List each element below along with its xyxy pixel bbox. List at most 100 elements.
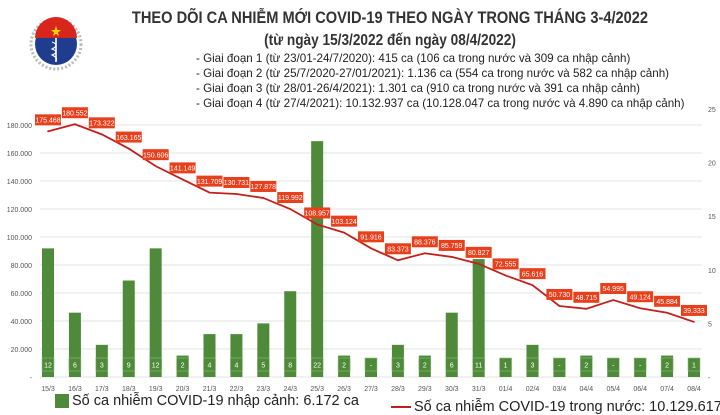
left-tick-label: 120.000 xyxy=(7,207,32,214)
x-tick-label: 03/4 xyxy=(553,386,567,393)
line-label-box xyxy=(492,258,519,270)
line-value-label: 72.555 xyxy=(495,262,517,269)
x-tick-label: 21/3 xyxy=(203,386,217,393)
note-phase-1: - Giai đoạn 1 (từ 23/01-24/7/2020): 415 … xyxy=(196,52,631,65)
x-tick-label: 28/3 xyxy=(391,386,405,393)
bar-value-label: 12 xyxy=(44,363,52,370)
line-value-label: 180.552 xyxy=(62,110,87,117)
bar-imported xyxy=(472,259,485,377)
x-tick-label: 25/3 xyxy=(310,386,324,393)
x-tick-label: 23/3 xyxy=(257,386,271,393)
line-label-box xyxy=(61,107,88,119)
x-tick-label: 01/4 xyxy=(499,386,513,393)
line-label-box xyxy=(438,239,465,251)
line-point xyxy=(127,147,130,150)
x-tick-label: 07/4 xyxy=(660,386,674,393)
bar-label-box xyxy=(445,357,459,372)
line-label-box xyxy=(654,295,681,307)
x-tick-label: 19/3 xyxy=(149,386,163,393)
bar-label-box xyxy=(257,357,270,372)
bar-value-label: 2 xyxy=(584,363,588,370)
x-tick-label: 15/3 xyxy=(41,386,55,393)
bar-value-label: 12 xyxy=(152,363,160,370)
bar-value-label: - xyxy=(558,363,561,370)
line-point xyxy=(316,223,318,226)
line-point xyxy=(154,165,157,167)
line-point xyxy=(370,247,372,250)
line-value-label: 85.759 xyxy=(441,243,463,250)
bar-value-label: 6 xyxy=(450,363,454,370)
x-tick-label: 27/3 xyxy=(364,386,378,393)
line-value-label: 119.992 xyxy=(278,195,303,202)
left-tick-label: 160.000 xyxy=(7,151,32,158)
bar-label-box xyxy=(364,357,378,372)
line-label-box xyxy=(115,131,142,143)
right-tick-label: 20 xyxy=(708,161,716,168)
bar-value-label: 3 xyxy=(531,363,535,370)
line-point xyxy=(101,133,103,136)
left-tick-label: 140.000 xyxy=(7,179,32,186)
line-point xyxy=(558,305,561,307)
line-value-label: 80.827 xyxy=(468,250,490,257)
line-value-label: 39.333 xyxy=(683,308,705,315)
line-point xyxy=(450,256,453,258)
bar-value-label: 1 xyxy=(692,363,696,370)
right-tick-label: - xyxy=(708,375,711,382)
left-tick-label: 40.000 xyxy=(11,319,33,326)
line-point xyxy=(74,123,76,126)
x-tick-label: 18/3 xyxy=(122,386,136,393)
bar-value-label: 3 xyxy=(100,363,104,370)
line-label-box xyxy=(304,207,331,219)
line-label-box xyxy=(331,215,358,227)
line-value-label: 108.957 xyxy=(305,211,330,218)
note-phase-4: - Giai đoạn 4 (từ 27/4/2021): 10.132.937… xyxy=(196,97,685,110)
x-tick-label: 22/3 xyxy=(230,386,244,393)
bar-label-box xyxy=(580,357,593,372)
left-tick-label: 60.000 xyxy=(11,291,33,298)
legend: Số ca nhiễm COVID-19 nhập cảnh: 6.172 ca… xyxy=(55,393,720,415)
bar-imported xyxy=(553,368,566,377)
bar-value-label: 2 xyxy=(423,363,427,370)
bar-label-box xyxy=(687,357,701,372)
ministry-logo xyxy=(29,17,83,71)
bar-imported xyxy=(42,248,54,377)
line-value-label: 54.995 xyxy=(603,286,625,293)
right-tick-label: 10 xyxy=(708,268,716,275)
line-label-box xyxy=(169,162,196,174)
line-label-box xyxy=(465,246,492,258)
line-value-label: 103.124 xyxy=(331,219,356,226)
bar-value-label: - xyxy=(370,363,373,370)
line-label-box xyxy=(384,243,411,255)
x-tick-label: 08/4 xyxy=(687,386,701,393)
bar-value-label: 6 xyxy=(73,363,77,370)
line-label-box xyxy=(277,192,304,204)
legend-line-swatch xyxy=(390,406,411,408)
bar-label-box xyxy=(68,357,82,372)
line-value-label: 48.715 xyxy=(576,295,598,302)
bar-label-box xyxy=(95,357,109,372)
line-point xyxy=(343,231,345,234)
left-tick-label: 180.000 xyxy=(7,123,32,130)
line-value-label: 141.149 xyxy=(170,166,195,173)
bar-value-label: 1 xyxy=(504,363,508,370)
x-tick-label: 29/3 xyxy=(418,386,432,393)
line-point xyxy=(477,263,480,265)
line-point xyxy=(181,178,184,181)
legend-domestic: Số ca nhiễm COVID-19 trong nước: 10.129.… xyxy=(390,399,720,415)
bar-imported xyxy=(284,291,297,377)
bar-imported xyxy=(499,366,512,377)
line-point xyxy=(47,130,49,133)
line-value-label: 49.124 xyxy=(629,294,651,301)
x-tick-label: 06/4 xyxy=(633,386,647,393)
line-point xyxy=(235,193,238,195)
line-value-label: 83.373 xyxy=(387,246,409,253)
line-point xyxy=(262,197,265,199)
line-point xyxy=(585,307,588,310)
bar-label-box xyxy=(660,357,674,372)
bar-imported xyxy=(149,248,162,377)
line-value-label: 163.165 xyxy=(116,135,141,142)
line-point xyxy=(531,284,534,286)
bar-value-label: 3 xyxy=(396,363,400,370)
left-tick-label: 20.000 xyxy=(11,347,33,354)
